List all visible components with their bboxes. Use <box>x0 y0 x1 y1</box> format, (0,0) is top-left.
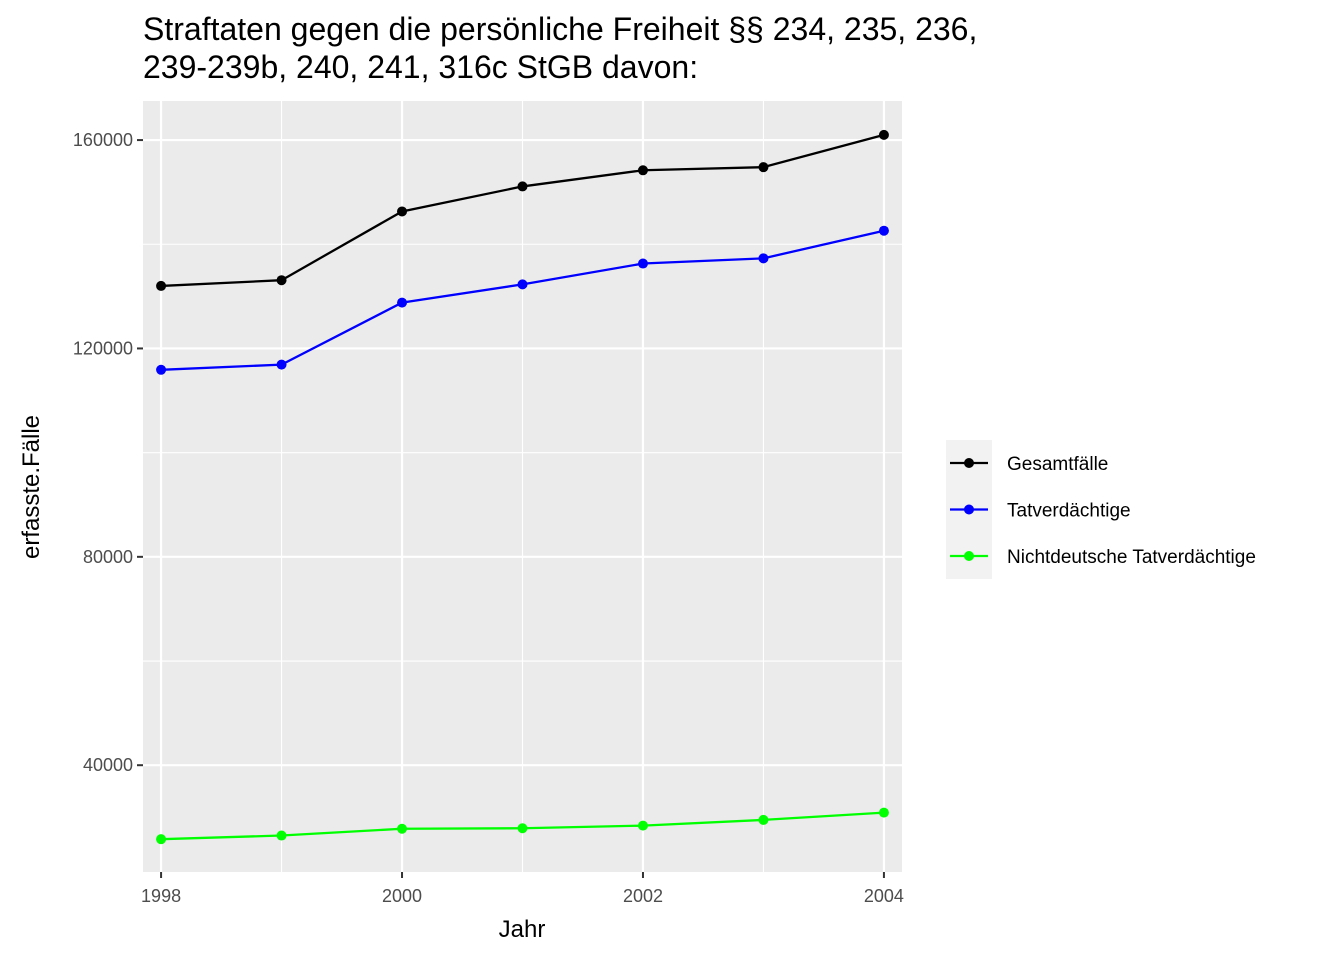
data-point <box>276 275 287 286</box>
data-point <box>517 279 528 290</box>
x-tick-label: 2004 <box>864 886 904 906</box>
data-point <box>878 807 889 818</box>
data-point <box>156 280 167 291</box>
y-axis-title: erfasste.Fälle <box>18 415 45 559</box>
data-point <box>517 181 528 192</box>
chart-title-line-1: Straftaten gegen die persönliche Freihei… <box>143 11 978 47</box>
data-point <box>878 129 889 140</box>
y-axis: 40000 80000 120000 160000 <box>73 130 143 775</box>
data-point <box>397 206 408 217</box>
data-point <box>878 225 889 236</box>
data-point <box>156 834 167 845</box>
data-point <box>637 165 648 176</box>
chart-title-line-2: 239-239b, 240, 241, 316c StGB davon: <box>143 49 699 85</box>
x-tick-label: 1998 <box>141 886 181 906</box>
data-point <box>397 823 408 834</box>
data-point <box>276 830 287 841</box>
x-axis-title: Jahr <box>499 916 546 943</box>
legend-key-point <box>964 551 974 561</box>
legend-key-point <box>964 458 974 468</box>
legend-label: Gesamtfälle <box>1007 454 1108 475</box>
x-axis: 1998 2000 2002 2004 <box>141 872 904 906</box>
legend: Gesamtfälle Tatverdächtige Nichtdeutsche T… <box>946 440 1256 579</box>
data-point <box>758 162 769 173</box>
data-point <box>276 359 287 370</box>
y-tick-label: 80000 <box>83 547 133 567</box>
data-point <box>156 364 167 375</box>
y-tick-label: 120000 <box>73 338 133 358</box>
data-point <box>637 820 648 831</box>
y-tick-label: 40000 <box>83 755 133 775</box>
legend-label: Nichtdeutsche Tatverdächtige <box>1007 547 1256 568</box>
minor-gridlines <box>143 101 902 872</box>
x-tick-label: 2002 <box>623 886 663 906</box>
data-point <box>397 297 408 308</box>
data-point <box>517 823 528 834</box>
legend-label: Tatverdächtige <box>1007 501 1131 522</box>
chart-title: Straftaten gegen die persönliche Freihei… <box>143 10 1143 86</box>
series-layer <box>156 129 889 845</box>
data-point <box>758 814 769 825</box>
x-tick-label: 2000 <box>382 886 422 906</box>
data-point <box>637 258 648 269</box>
y-tick-label: 160000 <box>73 130 133 150</box>
legend-key-point <box>964 504 974 515</box>
data-point <box>758 253 769 264</box>
